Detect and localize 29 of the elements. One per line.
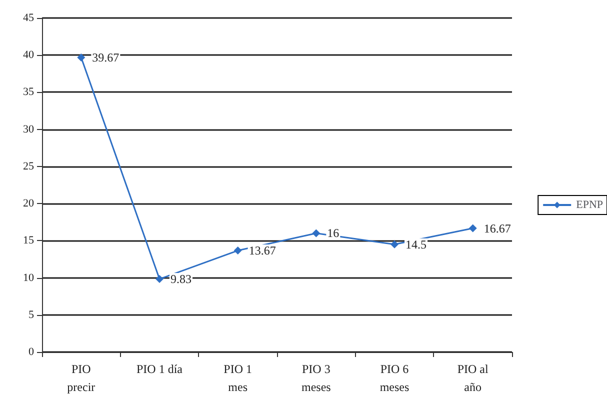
- x-tick-label: PIO 1 día: [136, 362, 184, 376]
- y-tick-label: 5: [28, 308, 34, 321]
- legend-label: EPNP: [576, 199, 604, 211]
- data-label: 39.67: [92, 50, 120, 65]
- data-label: 9.83: [170, 272, 192, 286]
- point: [234, 246, 242, 255]
- y-tick-label: 30: [23, 123, 34, 136]
- point: [77, 54, 86, 62]
- data-label: 16.67: [484, 221, 511, 236]
- y-tick-label: 0: [28, 346, 34, 358]
- y-tick-label: 45: [23, 12, 34, 24]
- y-tick-label: 10: [23, 272, 34, 284]
- y-tick-label: 15: [23, 234, 34, 247]
- x-tick-label: PIO 1 mes: [224, 362, 252, 394]
- data-label: 14.5: [406, 237, 426, 252]
- x-tick-label: PIO 3 meses: [302, 362, 332, 394]
- point: [390, 240, 398, 248]
- x-tick-label: PIO precir: [67, 362, 96, 394]
- data-label: 13.67: [248, 244, 276, 258]
- y-tick-label: 20: [23, 198, 34, 210]
- y-tick-label: 35: [23, 86, 34, 98]
- point: [468, 224, 477, 232]
- y-tick-label: 40: [23, 49, 34, 62]
- data-label: 16: [327, 226, 340, 240]
- x-tick-label: PIO 6 meses: [380, 362, 410, 394]
- x-tick-label: PIO al año: [457, 362, 489, 394]
- point: [156, 275, 164, 284]
- y-tick-label: 25: [23, 160, 34, 172]
- point: [312, 229, 320, 238]
